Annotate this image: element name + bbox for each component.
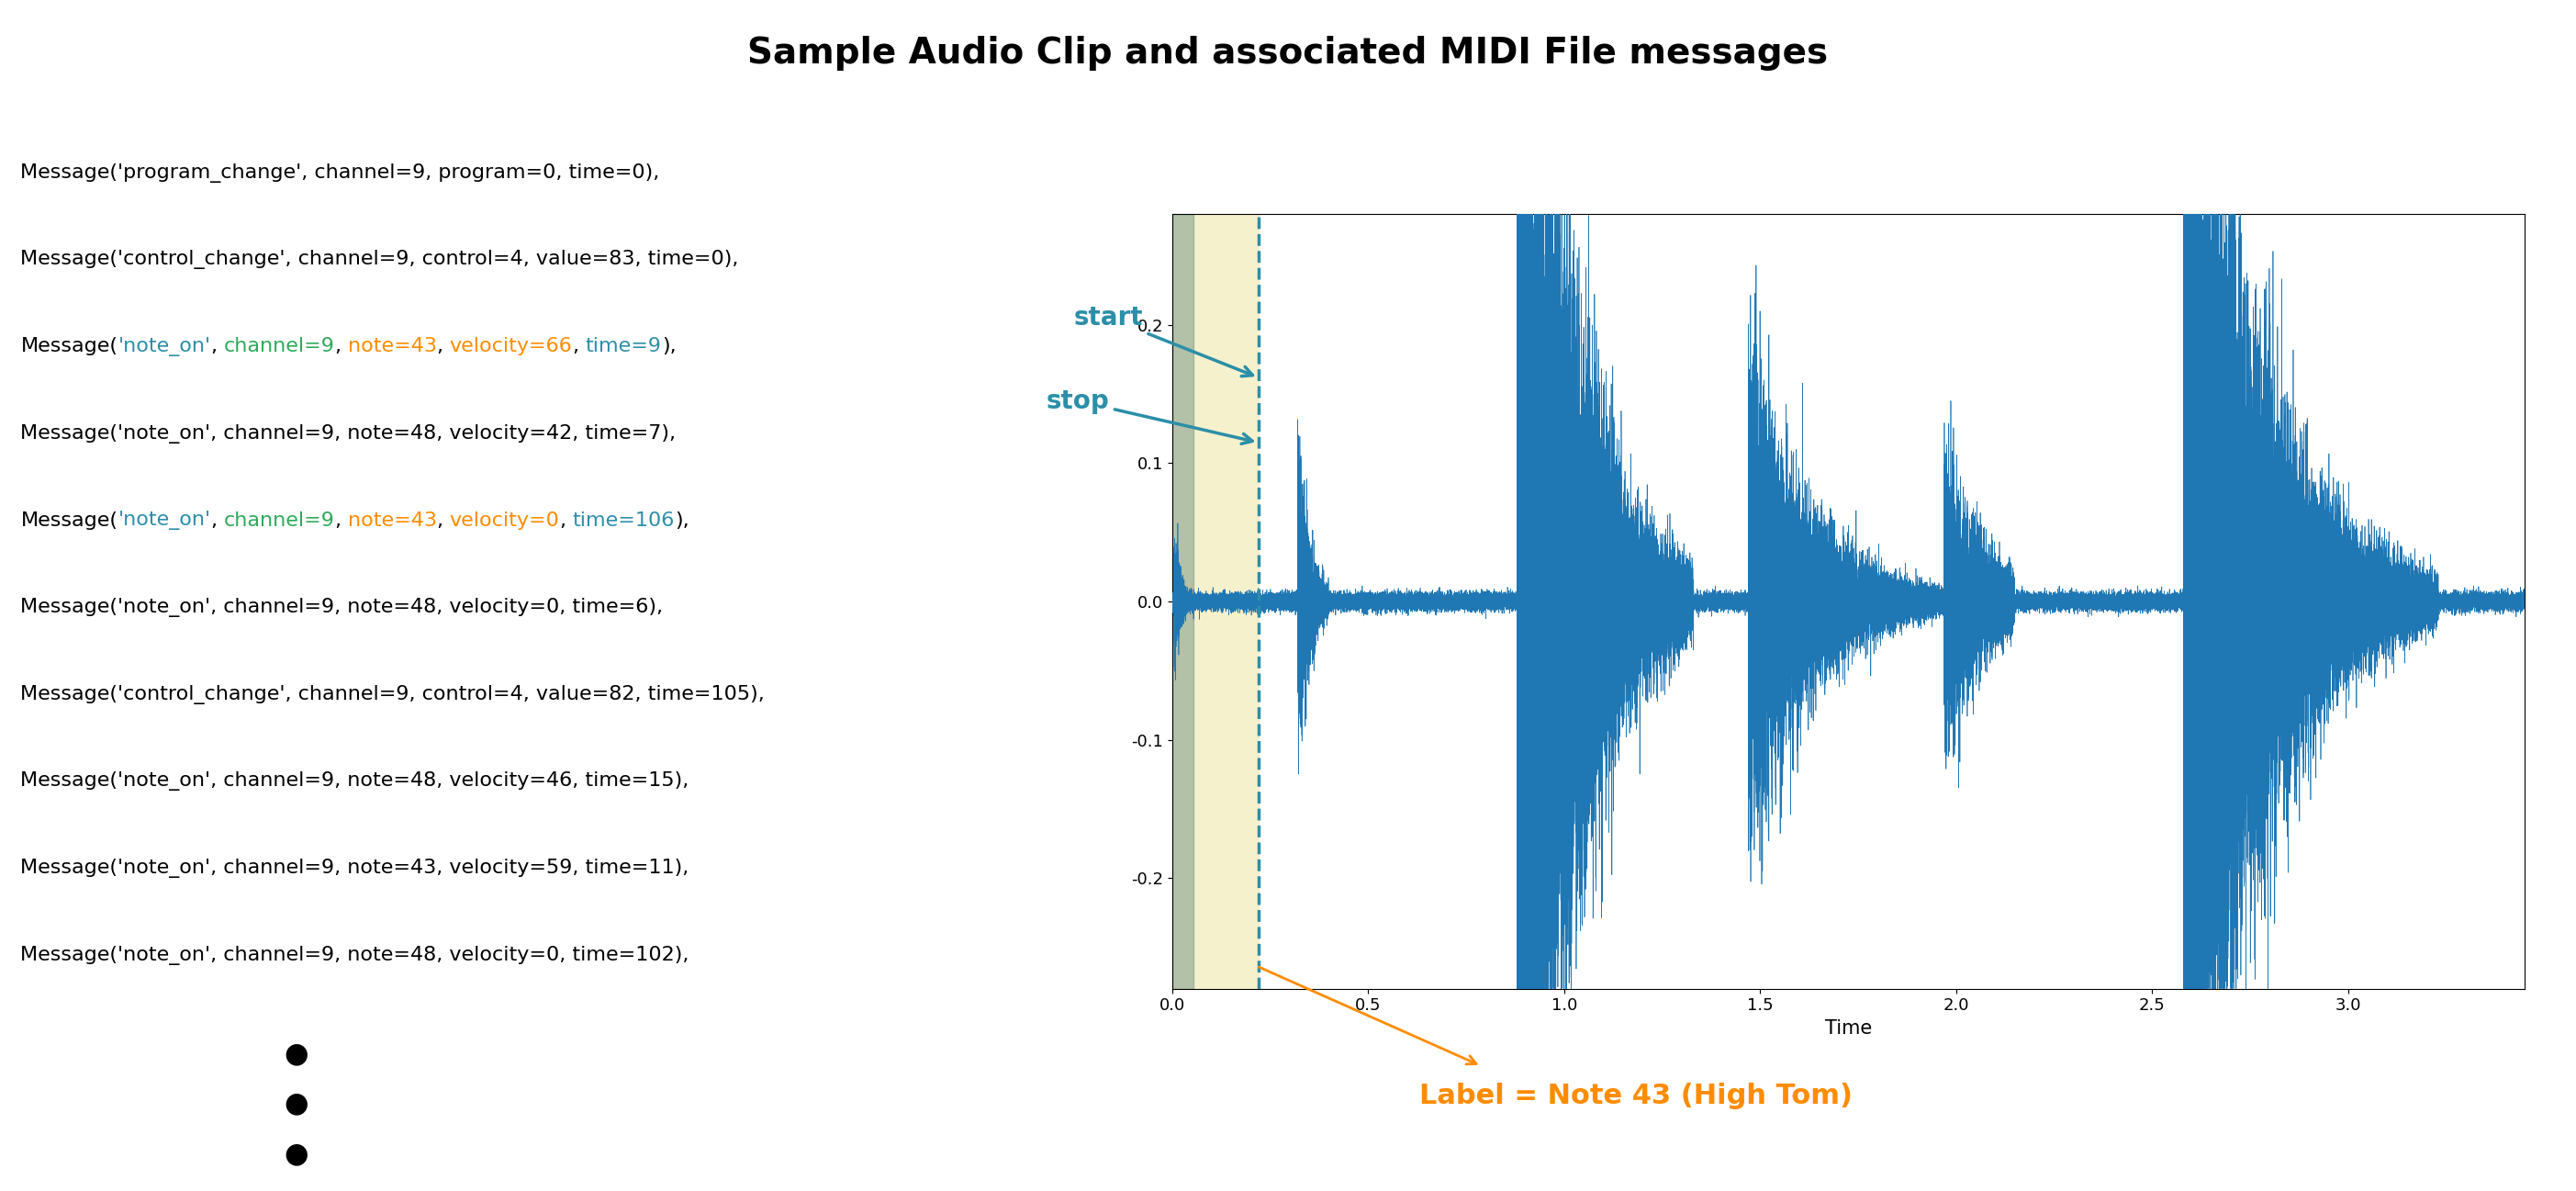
Text: Message('note_on', channel=9, note=48, velocity=0, time=6),: Message('note_on', channel=9, note=48, v… [21, 598, 662, 617]
Text: ,: , [438, 511, 451, 530]
Text: ),: ), [662, 337, 675, 356]
Text: Message('note_on', channel=9, note=43, velocity=59, time=11),: Message('note_on', channel=9, note=43, v… [21, 859, 690, 878]
Text: Sample Audio Clip and associated MIDI File messages: Sample Audio Clip and associated MIDI Fi… [747, 36, 1829, 71]
Text: ,: , [572, 337, 585, 356]
Text: note=43: note=43 [348, 337, 438, 356]
Text: Message('note_on', channel=9, note=48, velocity=42, time=7),: Message('note_on', channel=9, note=48, v… [21, 424, 675, 443]
Text: time=106: time=106 [572, 511, 675, 530]
Text: note=43: note=43 [348, 511, 438, 530]
Bar [1172, 214, 1193, 989]
Text: ,: , [211, 511, 224, 530]
Text: channel=9: channel=9 [224, 511, 335, 530]
Text: velocity=0: velocity=0 [451, 511, 559, 530]
Text: channel=9: channel=9 [224, 337, 335, 356]
Text: 'note_on': 'note_on' [118, 337, 211, 356]
Text: ●: ● [283, 1091, 309, 1117]
Text: time=9: time=9 [585, 337, 662, 356]
Text: Message('control_change', channel=9, control=4, value=82, time=105),: Message('control_change', channel=9, con… [21, 685, 765, 704]
Text: Message('control_change', channel=9, control=4, value=83, time=0),: Message('control_change', channel=9, con… [21, 250, 739, 269]
Text: Message('note_on', channel=9, note=48, velocity=46, time=15),: Message('note_on', channel=9, note=48, v… [21, 772, 690, 791]
Text: velocity=66: velocity=66 [451, 337, 572, 356]
Text: Message('program_change', channel=9, program=0, time=0),: Message('program_change', channel=9, pro… [21, 163, 659, 182]
Text: Message('note_on', channel=9, note=48, velocity=0, time=102),: Message('note_on', channel=9, note=48, v… [21, 946, 690, 965]
Text: Message(: Message( [21, 337, 118, 356]
Bar [1172, 214, 1257, 989]
Text: 'note_on': 'note_on' [118, 511, 211, 530]
Text: stop: stop [1046, 388, 1252, 444]
Text: ,: , [335, 511, 348, 530]
X-axis label: Time: Time [1824, 1019, 1873, 1037]
Text: Label = Note 43 (High Tom): Label = Note 43 (High Tom) [1419, 1083, 1852, 1109]
Text: Message(: Message( [21, 511, 118, 530]
Text: ●: ● [283, 1041, 309, 1067]
Text: ●: ● [283, 1141, 309, 1167]
Text: ),: ), [675, 511, 690, 530]
Text: start: start [1074, 305, 1252, 376]
Text: ,: , [438, 337, 451, 356]
Text: ,: , [559, 511, 572, 530]
Text: ,: , [211, 337, 224, 356]
Text: ,: , [335, 337, 348, 356]
